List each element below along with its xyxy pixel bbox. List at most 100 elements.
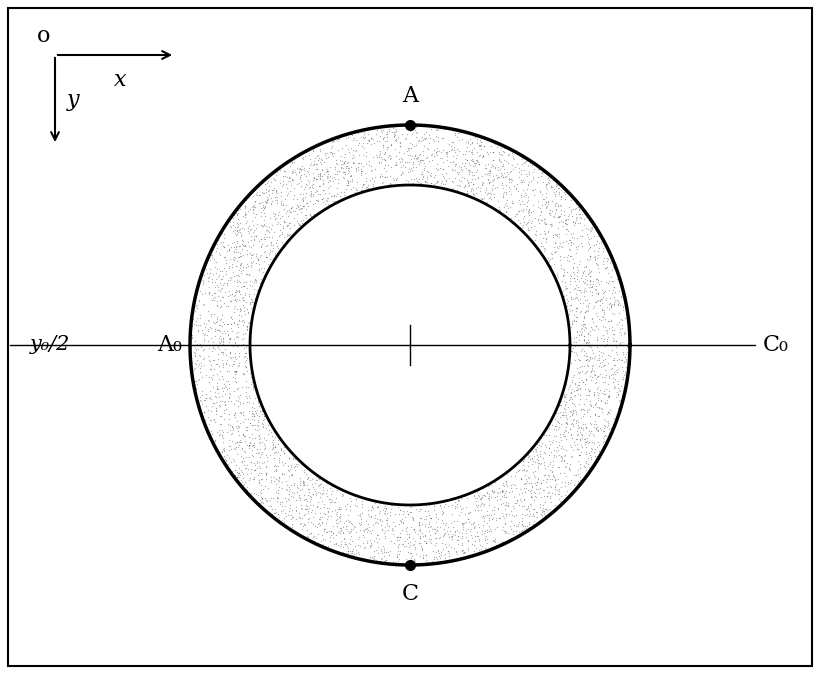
Point [617, 369, 630, 380]
Point [581, 301, 594, 312]
Point [474, 136, 487, 147]
Point [579, 366, 592, 377]
Point [320, 513, 333, 524]
Point [589, 321, 602, 332]
Point [236, 417, 249, 427]
Point [532, 437, 545, 448]
Point [230, 225, 243, 236]
Point [607, 328, 620, 339]
Point [544, 182, 557, 193]
Point [434, 547, 447, 557]
Point [378, 147, 391, 158]
Point [396, 160, 409, 171]
Point [568, 312, 581, 323]
Point [238, 447, 251, 458]
Point [571, 420, 584, 431]
Point [480, 147, 493, 158]
Point [300, 198, 313, 209]
Point [574, 231, 587, 241]
Point [231, 331, 244, 342]
Point [245, 224, 258, 235]
Point [357, 525, 370, 536]
Point [515, 151, 528, 162]
Point [589, 422, 602, 433]
Point [563, 207, 577, 218]
Point [557, 396, 570, 406]
Point [494, 499, 507, 510]
Point [236, 472, 249, 483]
Point [579, 458, 592, 468]
Point [546, 455, 559, 466]
Point [380, 129, 393, 140]
Point [212, 247, 225, 258]
Point [233, 251, 247, 262]
Point [559, 301, 572, 311]
Point [441, 160, 455, 171]
Point [587, 408, 600, 419]
Point [585, 365, 598, 375]
Point [550, 211, 563, 222]
Point [552, 396, 565, 407]
Point [579, 447, 592, 458]
Point [380, 126, 393, 137]
Point [313, 503, 326, 514]
Point [505, 152, 518, 163]
Point [375, 548, 388, 559]
Point [583, 276, 596, 286]
Point [246, 429, 259, 439]
Point [385, 523, 398, 534]
Point [600, 421, 613, 432]
Point [341, 175, 354, 186]
Point [202, 339, 215, 350]
Point [573, 474, 586, 485]
Point [582, 385, 595, 396]
Point [537, 508, 550, 519]
Point [379, 166, 392, 177]
Point [251, 258, 265, 269]
Point [192, 373, 205, 384]
Point [584, 365, 597, 376]
Point [229, 337, 242, 348]
Point [217, 228, 230, 239]
Point [242, 289, 255, 300]
Point [482, 499, 495, 510]
Point [348, 490, 361, 501]
Point [364, 540, 378, 551]
Point [535, 189, 548, 200]
Point [510, 220, 523, 231]
Point [222, 245, 235, 255]
Point [187, 346, 200, 357]
Point [374, 168, 387, 179]
Point [378, 136, 391, 147]
Point [238, 201, 251, 212]
Point [497, 481, 510, 492]
Point [514, 165, 527, 176]
Point [604, 255, 617, 266]
Point [233, 224, 246, 235]
Point [202, 315, 215, 326]
Point [597, 359, 610, 370]
Point [283, 503, 296, 514]
Point [210, 311, 224, 322]
Point [279, 483, 292, 494]
Point [568, 404, 581, 415]
Point [590, 295, 603, 306]
Point [514, 508, 527, 519]
Point [570, 439, 583, 450]
Point [405, 177, 419, 188]
Point [236, 316, 249, 327]
Point [224, 290, 237, 301]
Point [536, 452, 550, 463]
Point [552, 216, 565, 227]
Point [568, 332, 581, 342]
Point [606, 298, 619, 309]
Point [416, 158, 429, 168]
Point [387, 121, 400, 131]
Point [414, 155, 428, 166]
Point [230, 437, 243, 448]
Point [568, 469, 581, 480]
Point [295, 202, 308, 213]
Point [265, 503, 278, 514]
Point [213, 285, 226, 296]
Point [471, 499, 484, 510]
